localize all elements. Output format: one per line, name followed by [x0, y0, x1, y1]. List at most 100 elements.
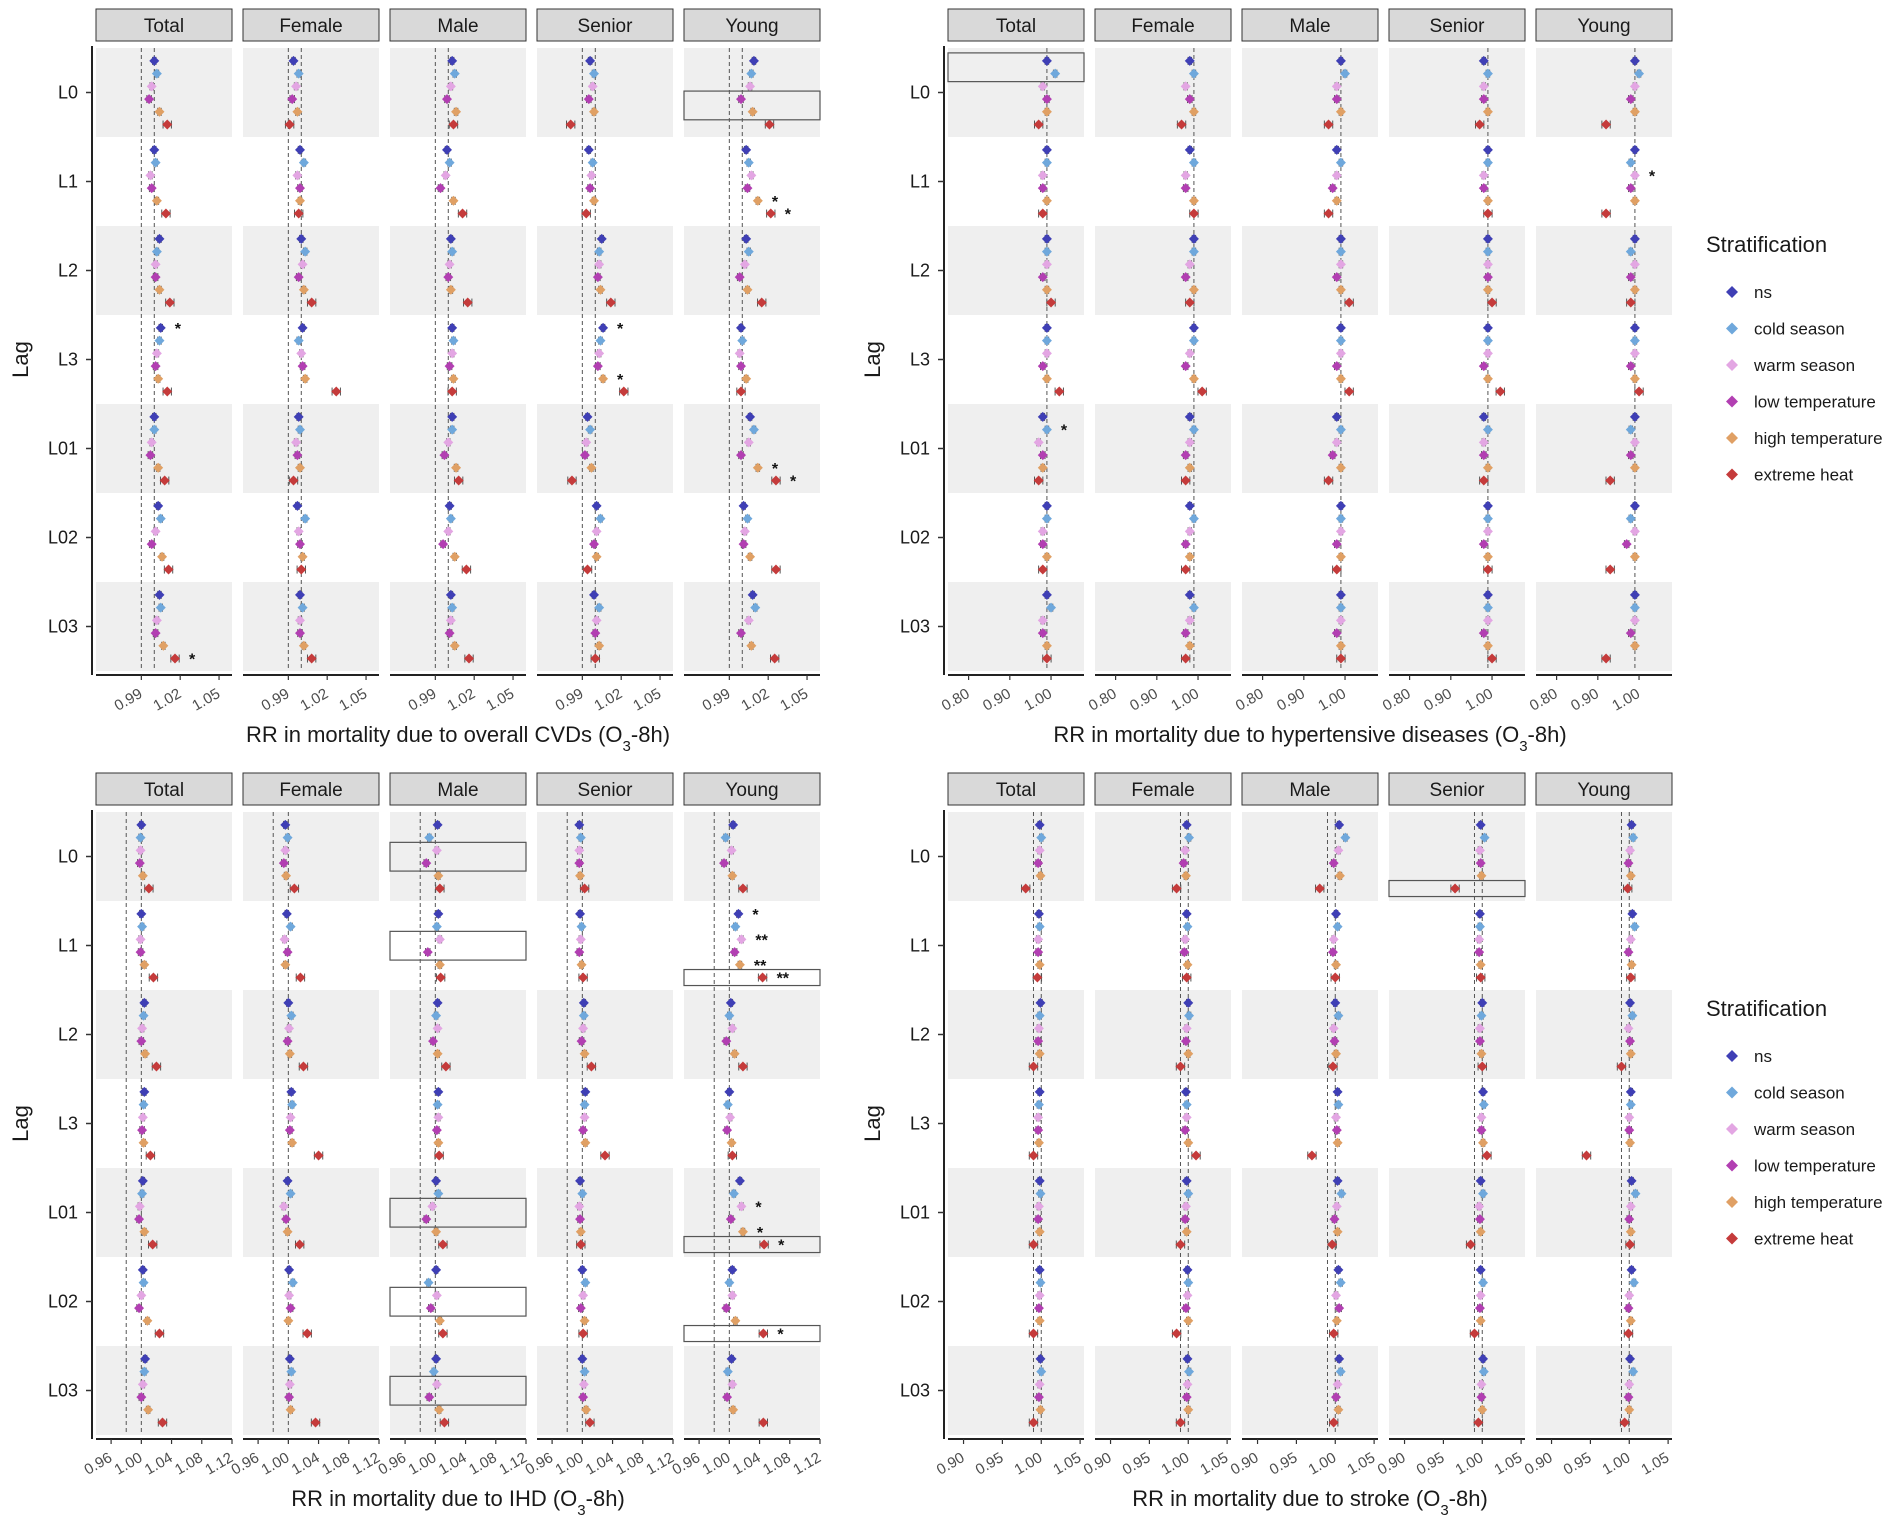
point-marker [134, 1201, 145, 1212]
point-cold-season [1333, 1099, 1344, 1110]
point-marker [1331, 1112, 1342, 1123]
point-extreme-heat [331, 386, 342, 397]
point-cold-season [579, 1099, 590, 1110]
point-low-temperature [134, 1214, 145, 1225]
point-marker [1184, 55, 1195, 66]
point-low-temperature [722, 1125, 733, 1136]
point-marker [1181, 1023, 1192, 1034]
point-cold-season [580, 1277, 591, 1288]
point-warm-season [727, 1023, 738, 1034]
point-marker [447, 322, 458, 333]
point-extreme-heat [1475, 972, 1486, 983]
point-low-temperature [150, 272, 161, 283]
point-marker [1035, 1404, 1046, 1415]
point-extreme-heat [1028, 1417, 1039, 1428]
point-low-temperature [1625, 361, 1636, 372]
point-high-temperature [1334, 870, 1345, 881]
point-warm-season [1180, 170, 1191, 181]
point-warm-season [1331, 81, 1342, 92]
point-marker [1625, 513, 1636, 524]
point-low-temperature [1478, 450, 1489, 461]
point-high-temperature [588, 106, 599, 117]
point-cold-season [578, 1010, 589, 1021]
point-marker [1180, 628, 1191, 639]
x-tick-label: 0.95 [1267, 1449, 1301, 1478]
point-marker [135, 947, 146, 958]
point-marker [288, 55, 299, 66]
point-marker [281, 870, 292, 881]
point-marker [746, 170, 757, 181]
row-band [948, 990, 1084, 1079]
point-high-temperature [137, 870, 148, 881]
point-warm-season [1629, 348, 1640, 359]
point-marker [579, 1366, 590, 1377]
point-marker [734, 959, 745, 970]
x-tick-label: 1.04 [289, 1449, 323, 1478]
point-extreme-heat [770, 475, 781, 486]
point-marker [298, 157, 309, 168]
point-ns [747, 589, 758, 600]
strip-label: Female [279, 780, 342, 801]
point-low-temperature [1478, 539, 1489, 550]
point-marker [1627, 908, 1638, 919]
point-marker [1629, 921, 1640, 932]
point-low-temperature [136, 1392, 147, 1403]
point-low-temperature [735, 361, 746, 372]
point-low-temperature [1623, 1303, 1634, 1314]
point-cold-season [746, 68, 757, 79]
row-band [1095, 812, 1231, 901]
strip-label: Young [1577, 16, 1630, 37]
point-marker [435, 972, 446, 983]
point-marker [139, 1226, 150, 1237]
point-ns [596, 233, 607, 244]
point-ns [1482, 144, 1493, 155]
point-cold-season [149, 424, 160, 435]
point-marker [1175, 1061, 1186, 1072]
row-band [537, 1346, 673, 1435]
point-cold-season [1050, 68, 1061, 79]
point-cold-season [1184, 832, 1195, 843]
point-marker [1046, 297, 1057, 308]
point-marker [1344, 386, 1355, 397]
point-marker [1335, 284, 1346, 295]
point-marker [739, 526, 750, 537]
point-ns [1335, 233, 1346, 244]
row-band [1095, 990, 1231, 1079]
point-high-temperature [451, 106, 462, 117]
point-high-temperature [1034, 1226, 1045, 1237]
point-marker [1333, 845, 1344, 856]
point-cold-season [1333, 1010, 1344, 1021]
point-marker [1036, 1366, 1047, 1377]
point-marker [1331, 1125, 1342, 1136]
point-cold-season [1041, 157, 1052, 168]
x-tick-label: 0.96 [81, 1449, 115, 1478]
point-ns [447, 411, 458, 422]
point-extreme-heat [1622, 883, 1633, 894]
point-low-temperature [292, 450, 303, 461]
point-marker [1328, 858, 1339, 869]
row-band [1536, 1346, 1672, 1435]
point-low-temperature [1327, 947, 1338, 958]
point-low-temperature [1478, 94, 1489, 105]
point-extreme-heat [1180, 564, 1191, 575]
row-band [537, 990, 673, 1079]
point-extreme-heat [453, 475, 464, 486]
point-marker [1340, 68, 1351, 79]
lag-label-l02: L02 [900, 528, 930, 548]
point-marker [585, 55, 596, 66]
point-cold-season [595, 335, 606, 346]
row-band [243, 404, 379, 493]
point-marker [284, 1023, 295, 1034]
point-high-temperature [1034, 1315, 1045, 1326]
point-marker [578, 1023, 589, 1034]
point-low-temperature [1625, 94, 1636, 105]
point-warm-season [427, 1201, 438, 1212]
point-marker [431, 1379, 442, 1390]
x-tick-label: 0.99 [112, 685, 146, 714]
point-high-temperature [151, 195, 162, 206]
point-marker [596, 233, 607, 244]
row-band [390, 812, 526, 901]
